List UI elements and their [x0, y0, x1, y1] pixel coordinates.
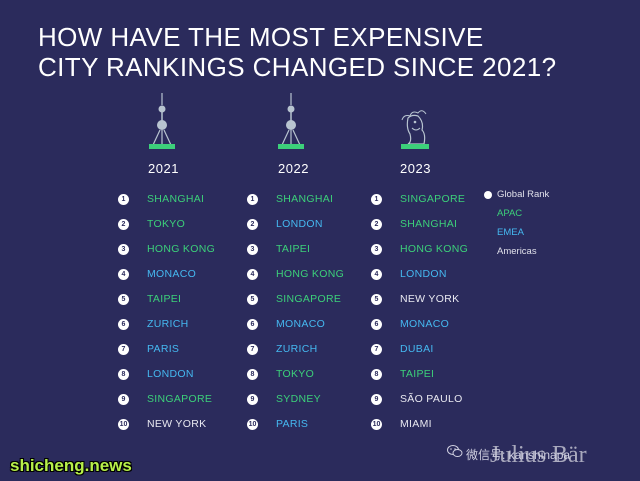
rank-badge: 4: [247, 269, 258, 280]
legend-emea-label: EMEA: [497, 227, 524, 238]
city-name: MONACO: [147, 268, 197, 280]
legend-apac-label: APAC: [497, 208, 523, 219]
rank-badge: 9: [118, 394, 129, 405]
city-name: SÃO PAULO: [400, 393, 463, 405]
rank-badge: 9: [247, 394, 258, 405]
rank-badge: 9: [371, 394, 382, 405]
wechat-account-label: 微信号: kanshinapa: [466, 448, 571, 462]
watermark-text: shicheng.news: [10, 456, 132, 475]
rank-badge: 5: [371, 294, 382, 305]
legend-americas-label: Americas: [497, 246, 537, 257]
rank-badge: 3: [118, 244, 129, 255]
legend-global-rank-label: Global Rank: [497, 189, 550, 200]
rank-badge: 7: [118, 344, 129, 355]
rank-badge: 10: [371, 419, 382, 430]
rank-badge: 3: [247, 244, 258, 255]
city-name: MIAMI: [400, 418, 432, 430]
city-name: SYDNEY: [276, 393, 321, 405]
wechat-icon: [447, 445, 463, 457]
city-name: TOKYO: [276, 368, 315, 380]
rank-badge: 7: [247, 344, 258, 355]
rank-badge: 1: [118, 194, 129, 205]
city-name: SINGAPORE: [276, 293, 342, 305]
title-line-1: HOW HAVE THE MOST EXPENSIVE: [38, 22, 484, 52]
city-name: PARIS: [147, 343, 180, 355]
city-name: SINGAPORE: [400, 193, 466, 205]
rank-badge: 7: [371, 344, 382, 355]
city-name: ZURICH: [147, 318, 189, 330]
city-name: PARIS: [276, 418, 309, 430]
year-label-2022: 2022: [278, 161, 309, 176]
city-name: SHANGHAI: [400, 218, 458, 230]
rank-badge: 8: [118, 369, 129, 380]
rank-badge: 6: [371, 319, 382, 330]
city-name: LONDON: [400, 268, 447, 280]
city-name: ZURICH: [276, 343, 318, 355]
rank-badge: 8: [247, 369, 258, 380]
city-name: NEW YORK: [147, 418, 207, 430]
city-name: LONDON: [147, 368, 194, 380]
city-name: MONACO: [400, 318, 450, 330]
page-title: HOW HAVE THE MOST EXPENSIVE CITY RANKING…: [38, 22, 556, 82]
city-name: LONDON: [276, 218, 323, 230]
rank-badge: 1: [247, 194, 258, 205]
city-name: TAIPEI: [400, 368, 435, 380]
city-name: SHANGHAI: [147, 193, 205, 205]
city-name: HONG KONG: [276, 268, 345, 280]
year-label-2021: 2021: [148, 161, 179, 176]
city-name: HONG KONG: [147, 243, 216, 255]
rank-badge: 8: [371, 369, 382, 380]
rank-badge: 2: [118, 219, 129, 230]
rank-badge: 6: [247, 319, 258, 330]
oriental-pearl-tower-icon: [149, 93, 175, 149]
oriental-pearl-tower-icon: [278, 93, 304, 149]
rank-badge: 6: [118, 319, 129, 330]
brand-logo: Julius Bär: [490, 442, 587, 468]
city-name: DUBAI: [400, 343, 434, 355]
merlion-icon: [401, 110, 429, 149]
city-name: HONG KONG: [400, 243, 469, 255]
city-name: MONACO: [276, 318, 326, 330]
rank-badge: 5: [118, 294, 129, 305]
rank-badge: 1: [371, 194, 382, 205]
city-name: TAIPEI: [276, 243, 311, 255]
year-label-2023: 2023: [400, 161, 431, 176]
rank-badge: 10: [118, 419, 129, 430]
city-name: SINGAPORE: [147, 393, 213, 405]
rank-badge: 5: [247, 294, 258, 305]
rank-dot-icon: [484, 191, 492, 199]
city-name: NEW YORK: [400, 293, 460, 305]
rank-badge: 4: [371, 269, 382, 280]
rank-badge: 3: [371, 244, 382, 255]
rank-badge: 4: [118, 269, 129, 280]
city-name: TAIPEI: [147, 293, 182, 305]
city-name: TOKYO: [147, 218, 186, 230]
rank-badge: 2: [247, 219, 258, 230]
city-name: SHANGHAI: [276, 193, 334, 205]
title-line-2: CITY RANKINGS CHANGED SINCE 2021?: [38, 52, 557, 82]
rank-badge: 10: [247, 419, 258, 430]
rank-badge: 2: [371, 219, 382, 230]
